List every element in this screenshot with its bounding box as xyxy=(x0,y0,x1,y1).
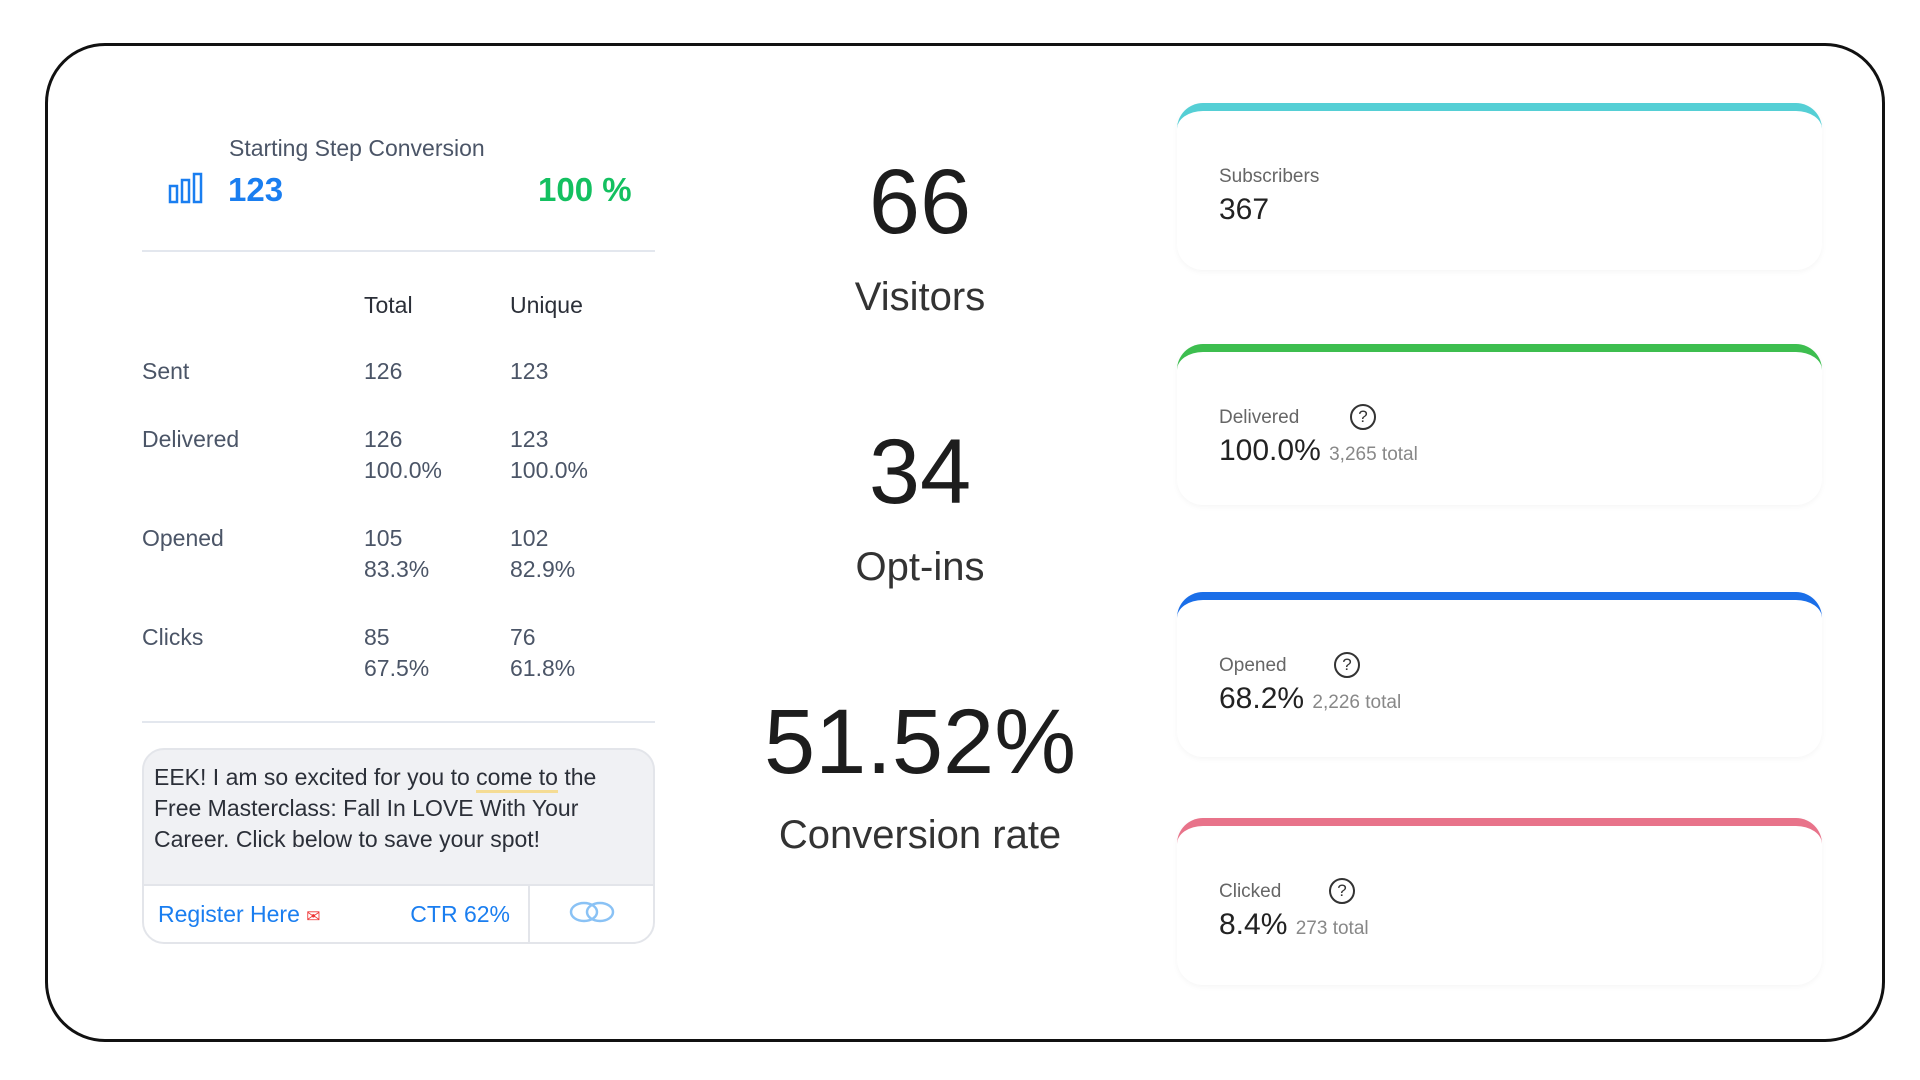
row-total-pct: 67.5% xyxy=(364,655,430,681)
optins-label: Opt-ins xyxy=(855,545,985,589)
row-unique: 123 xyxy=(510,426,549,452)
card-title: Opened xyxy=(1219,655,1287,676)
row-total: 126 xyxy=(364,426,403,452)
card-opened: Opened ? 68.2% 2,226 total xyxy=(1177,592,1822,757)
row-unique-pct: 100.0% xyxy=(510,457,589,483)
divider xyxy=(142,721,655,723)
card-value: 8.4% xyxy=(1219,908,1288,941)
link-icon[interactable] xyxy=(530,900,653,929)
row-total-pct: 83.3% xyxy=(364,556,430,582)
row-total-pct: 100.0% xyxy=(364,457,443,483)
message-button-bar: Register Here ✉ CTR 62% xyxy=(144,884,653,942)
row-total: 105 xyxy=(364,525,403,551)
card-total: 2,226 total xyxy=(1312,692,1402,713)
card-delivered: Delivered ? 100.0% 3,265 total xyxy=(1177,344,1822,505)
dashboard-frame xyxy=(45,43,1885,1042)
card-value: 100.0% xyxy=(1219,434,1321,467)
card-title: Delivered xyxy=(1219,407,1300,428)
ctr-label: CTR 62% xyxy=(410,900,510,927)
header-total: Total xyxy=(364,292,413,318)
register-label: Register Here xyxy=(158,900,300,927)
card-total: 3,265 total xyxy=(1329,444,1418,465)
summary-title: Starting Step Conversion xyxy=(229,135,485,161)
card-subscribers: Subscribers 367 xyxy=(1177,103,1822,270)
help-icon[interactable]: ? xyxy=(1329,878,1355,904)
summary-count: 123 xyxy=(228,171,284,208)
conversion-rate: 51.52% xyxy=(763,691,1077,793)
row-unique: 76 xyxy=(510,624,536,650)
row-unique: 123 xyxy=(510,358,549,384)
row-unique: 102 xyxy=(510,525,549,551)
optins-count: 34 xyxy=(868,421,972,523)
row-label: Sent xyxy=(142,358,190,384)
row-label: Clicks xyxy=(142,624,204,650)
register-button[interactable]: Register Here ✉ CTR 62% xyxy=(144,886,530,942)
visitors-count: 66 xyxy=(868,151,972,253)
header-unique: Unique xyxy=(510,292,583,318)
card-clicked: Clicked ? 8.4% 273 total xyxy=(1177,818,1822,985)
card-value: 68.2% xyxy=(1219,682,1305,715)
row-unique-pct: 82.9% xyxy=(510,556,576,582)
card-title: Clicked xyxy=(1219,881,1282,902)
divider xyxy=(142,250,655,252)
conversion-rate-label: Conversion rate xyxy=(778,813,1062,857)
message-preview: EEK! I am so excited for you to come to … xyxy=(142,748,655,944)
row-unique-pct: 61.8% xyxy=(510,655,576,681)
row-label: Opened xyxy=(142,525,224,551)
row-total: 85 xyxy=(364,624,390,650)
love-letter-icon: ✉ xyxy=(306,906,321,926)
message-text: EEK! I am so excited for you to come to … xyxy=(154,764,597,852)
row-total: 126 xyxy=(364,358,403,384)
row-label: Delivered xyxy=(142,426,240,452)
visitors-label: Visitors xyxy=(854,275,986,319)
card-total: 273 total xyxy=(1295,918,1369,939)
card-value: 367 xyxy=(1219,193,1270,226)
summary-percent: 100 % xyxy=(538,171,632,208)
card-title: Subscribers xyxy=(1219,166,1320,187)
help-icon[interactable]: ? xyxy=(1350,404,1376,430)
help-icon[interactable]: ? xyxy=(1334,652,1360,678)
bar-chart-icon xyxy=(168,172,203,204)
